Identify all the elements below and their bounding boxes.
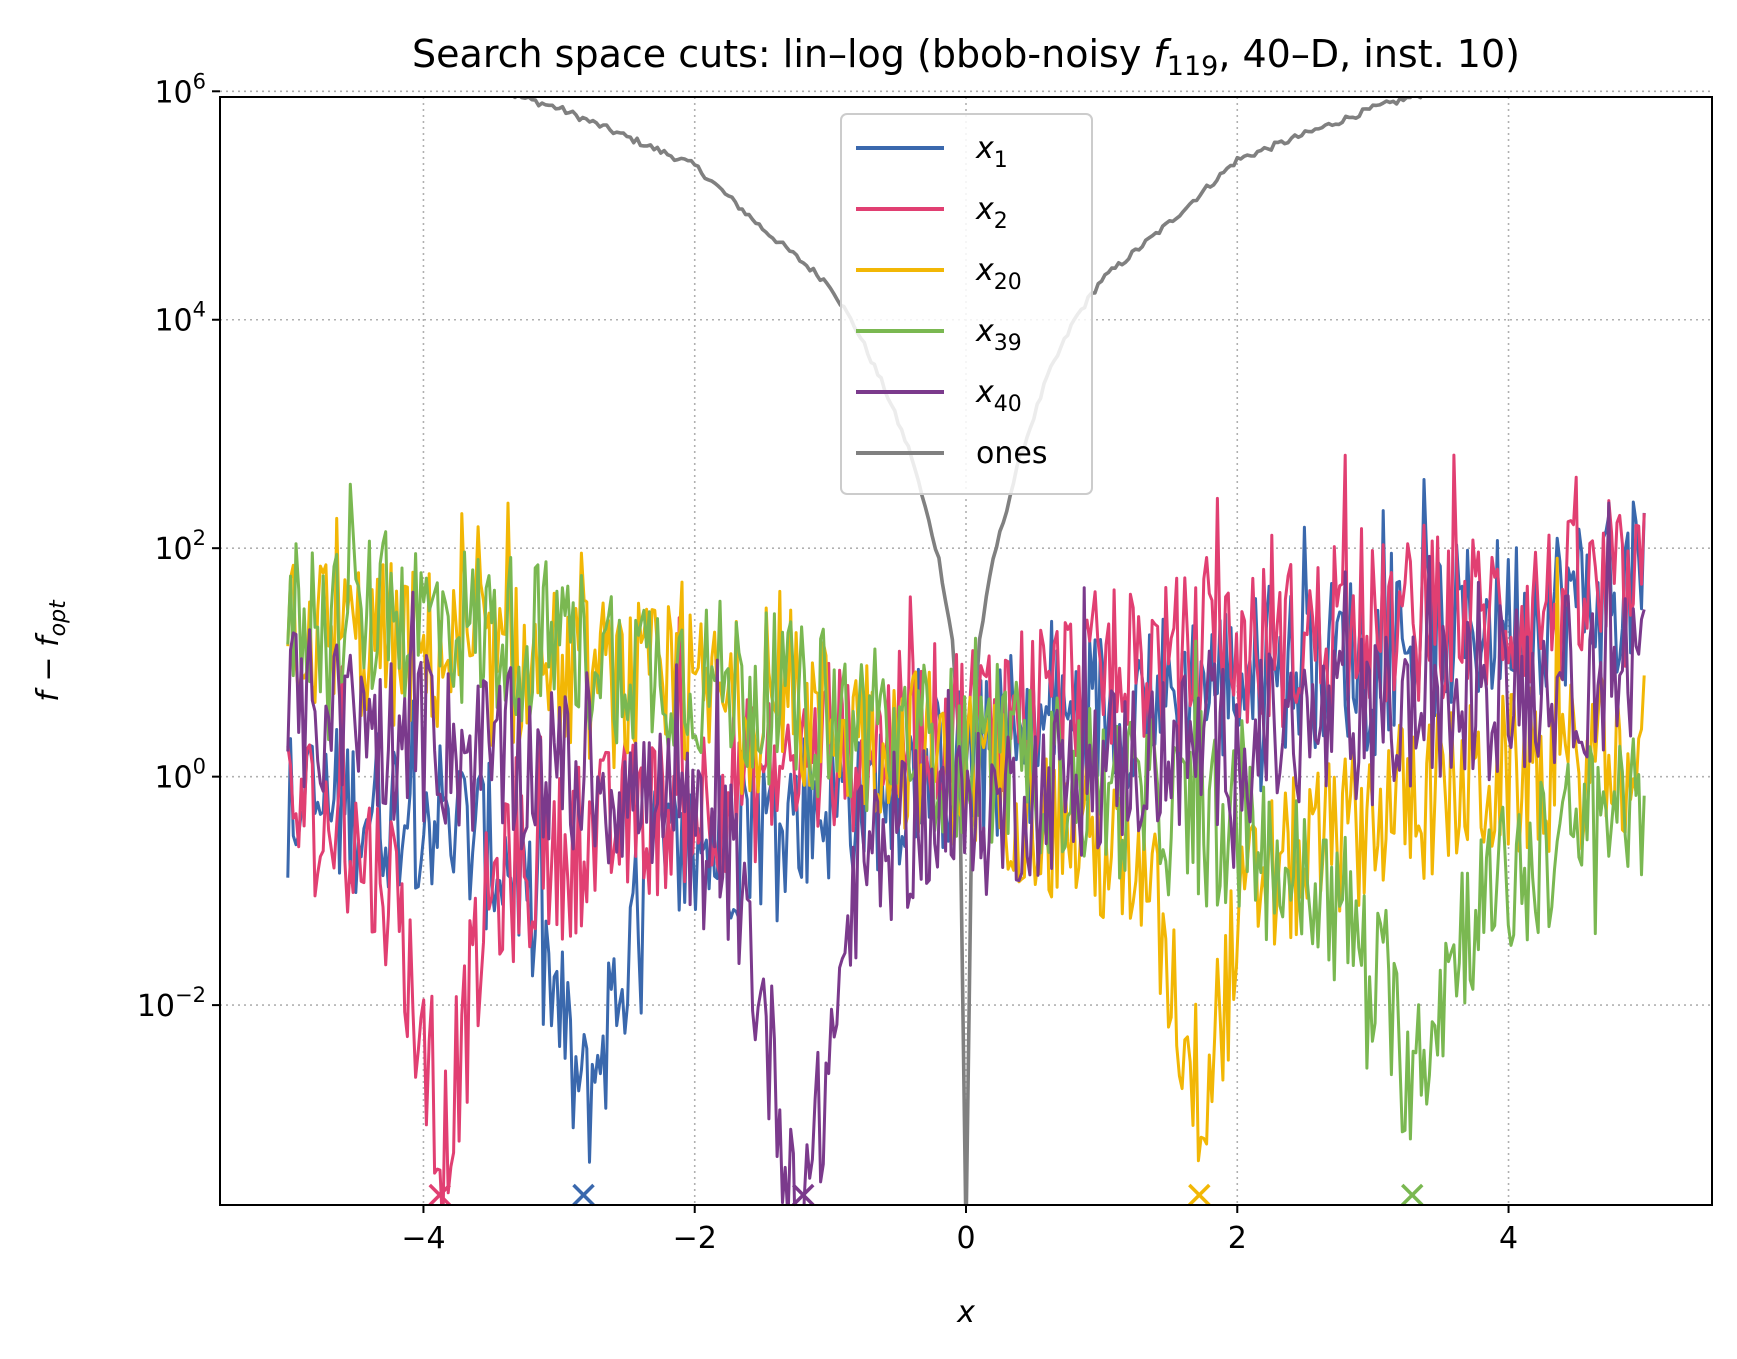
optimum-marker-x40 — [791, 1183, 815, 1207]
y-tick-label: 106 — [154, 69, 206, 110]
x-axis-label: x — [956, 1295, 975, 1330]
legend-label-ones: ones — [976, 436, 1047, 471]
optimum-marker-x2 — [428, 1183, 451, 1207]
optimum-markers — [428, 1183, 1424, 1207]
y-tick-label: 104 — [154, 298, 206, 339]
x-tick-label: 0 — [956, 1221, 975, 1256]
y-axis: 10−2 100 102 104 106 — [137, 69, 220, 1024]
legend-label-x20: x20 — [975, 253, 1022, 295]
legend-label-x40: x40 — [975, 375, 1022, 417]
series-line-x39 — [286, 482, 1646, 1141]
series-line-x40 — [286, 501, 1646, 1205]
legend-box — [840, 113, 1093, 495]
legend-label-x1: x1 — [975, 131, 1008, 173]
x-axis: −4 −2 0 2 4 — [401, 1205, 1518, 1256]
optimum-marker-x1 — [572, 1183, 595, 1207]
y-tick-label: 10−2 — [137, 983, 206, 1024]
x-tick-label: 2 — [1228, 1221, 1247, 1256]
legend-label-x2: x2 — [975, 192, 1008, 234]
y-axis-label: f − fopt — [31, 599, 71, 702]
legend-label-x39: x39 — [975, 314, 1022, 356]
optimum-marker-x20 — [1188, 1183, 1211, 1207]
x-tick-label: 4 — [1499, 1221, 1518, 1256]
y-tick-label: 100 — [154, 755, 206, 796]
y-tick-label: 102 — [154, 526, 206, 567]
legend: x1 x2 x20 x39 x40 ones — [840, 113, 1093, 495]
x-tick-label: −4 — [401, 1221, 445, 1256]
x-tick-label: −2 — [673, 1221, 717, 1256]
chart-title: Search space cuts: lin–log (bbob-noisy f… — [412, 32, 1520, 82]
optimum-marker-x39 — [1401, 1183, 1424, 1207]
